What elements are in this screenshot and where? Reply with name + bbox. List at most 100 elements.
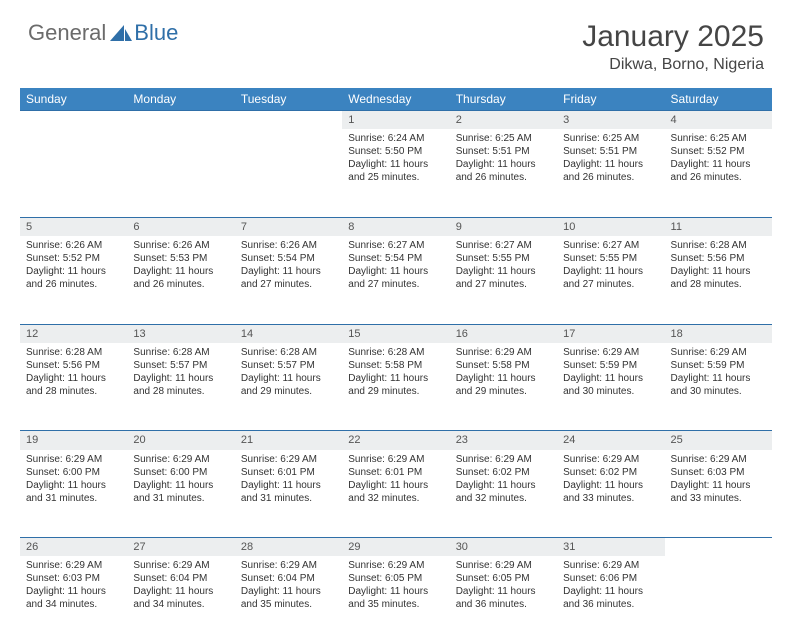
daylight-text: Daylight: 11 hours and 34 minutes. [133, 585, 228, 611]
sunset-text: Sunset: 5:58 PM [456, 359, 551, 372]
sunset-text: Sunset: 5:52 PM [26, 252, 121, 265]
sunrise-text: Sunrise: 6:26 AM [241, 239, 336, 252]
sunset-text: Sunset: 5:51 PM [563, 145, 658, 158]
sunset-text: Sunset: 6:01 PM [348, 466, 443, 479]
brand-name-gray: General [28, 20, 106, 46]
day-number-cell: 4 [665, 111, 772, 130]
daylight-text: Daylight: 11 hours and 31 minutes. [133, 479, 228, 505]
calendar-body: 1234Sunrise: 6:24 AMSunset: 5:50 PMDayli… [20, 111, 772, 644]
sunset-text: Sunset: 5:57 PM [133, 359, 228, 372]
day-number-cell: 6 [127, 217, 234, 236]
weekday-header: Wednesday [342, 88, 449, 111]
day-content-cell: Sunrise: 6:29 AMSunset: 6:00 PMDaylight:… [20, 450, 127, 538]
sunrise-text: Sunrise: 6:25 AM [563, 132, 658, 145]
daylight-text: Daylight: 11 hours and 28 minutes. [671, 265, 766, 291]
sunrise-text: Sunrise: 6:29 AM [133, 453, 228, 466]
sunset-text: Sunset: 6:05 PM [348, 572, 443, 585]
daylight-text: Daylight: 11 hours and 27 minutes. [348, 265, 443, 291]
sunrise-text: Sunrise: 6:29 AM [456, 453, 551, 466]
day-number-cell: 13 [127, 324, 234, 343]
day-content-cell: Sunrise: 6:28 AMSunset: 5:57 PMDaylight:… [127, 343, 234, 431]
sunset-text: Sunset: 5:54 PM [241, 252, 336, 265]
sunrise-text: Sunrise: 6:29 AM [456, 559, 551, 572]
daylight-text: Daylight: 11 hours and 26 minutes. [671, 158, 766, 184]
day-content-cell: Sunrise: 6:28 AMSunset: 5:56 PMDaylight:… [665, 236, 772, 324]
day-content-cell [20, 129, 127, 217]
day-number-row: 12131415161718 [20, 324, 772, 343]
day-number-cell: 27 [127, 538, 234, 557]
day-content-cell: Sunrise: 6:29 AMSunset: 6:04 PMDaylight:… [235, 556, 342, 644]
sunset-text: Sunset: 6:05 PM [456, 572, 551, 585]
sunrise-text: Sunrise: 6:29 AM [26, 453, 121, 466]
daylight-text: Daylight: 11 hours and 33 minutes. [671, 479, 766, 505]
day-number-cell: 12 [20, 324, 127, 343]
brand-name-blue: Blue [134, 20, 178, 46]
day-number-cell: 30 [450, 538, 557, 557]
sunrise-text: Sunrise: 6:28 AM [241, 346, 336, 359]
day-number-cell: 15 [342, 324, 449, 343]
daylight-text: Daylight: 11 hours and 35 minutes. [348, 585, 443, 611]
sunrise-text: Sunrise: 6:29 AM [348, 559, 443, 572]
daylight-text: Daylight: 11 hours and 36 minutes. [563, 585, 658, 611]
sunrise-text: Sunrise: 6:26 AM [133, 239, 228, 252]
sunset-text: Sunset: 6:00 PM [133, 466, 228, 479]
sunrise-text: Sunrise: 6:29 AM [671, 346, 766, 359]
sunset-text: Sunset: 5:51 PM [456, 145, 551, 158]
day-content-cell: Sunrise: 6:29 AMSunset: 6:05 PMDaylight:… [342, 556, 449, 644]
sunrise-text: Sunrise: 6:29 AM [241, 559, 336, 572]
sunset-text: Sunset: 5:50 PM [348, 145, 443, 158]
day-content-cell: Sunrise: 6:27 AMSunset: 5:55 PMDaylight:… [450, 236, 557, 324]
day-number-cell: 25 [665, 431, 772, 450]
day-content-cell: Sunrise: 6:26 AMSunset: 5:53 PMDaylight:… [127, 236, 234, 324]
daylight-text: Daylight: 11 hours and 26 minutes. [26, 265, 121, 291]
sunrise-text: Sunrise: 6:28 AM [133, 346, 228, 359]
daylight-text: Daylight: 11 hours and 29 minutes. [241, 372, 336, 398]
daylight-text: Daylight: 11 hours and 28 minutes. [133, 372, 228, 398]
day-number-row: 1234 [20, 111, 772, 130]
sunset-text: Sunset: 6:04 PM [241, 572, 336, 585]
day-number-cell: 22 [342, 431, 449, 450]
day-number-cell: 9 [450, 217, 557, 236]
location-subtitle: Dikwa, Borno, Nigeria [582, 56, 764, 74]
day-number-row: 262728293031 [20, 538, 772, 557]
day-content-cell: Sunrise: 6:25 AMSunset: 5:51 PMDaylight:… [557, 129, 664, 217]
day-content-cell: Sunrise: 6:29 AMSunset: 6:02 PMDaylight:… [557, 450, 664, 538]
sunset-text: Sunset: 5:53 PM [133, 252, 228, 265]
sunrise-text: Sunrise: 6:25 AM [456, 132, 551, 145]
sunset-text: Sunset: 5:56 PM [671, 252, 766, 265]
sunrise-text: Sunrise: 6:29 AM [563, 559, 658, 572]
sunrise-text: Sunrise: 6:29 AM [456, 346, 551, 359]
sunset-text: Sunset: 5:57 PM [241, 359, 336, 372]
day-content-cell: Sunrise: 6:27 AMSunset: 5:54 PMDaylight:… [342, 236, 449, 324]
day-number-cell: 11 [665, 217, 772, 236]
day-content-cell: Sunrise: 6:25 AMSunset: 5:51 PMDaylight:… [450, 129, 557, 217]
day-content-cell: Sunrise: 6:29 AMSunset: 6:03 PMDaylight:… [665, 450, 772, 538]
day-content-cell [665, 556, 772, 644]
day-content-row: Sunrise: 6:28 AMSunset: 5:56 PMDaylight:… [20, 343, 772, 431]
day-content-cell: Sunrise: 6:29 AMSunset: 6:04 PMDaylight:… [127, 556, 234, 644]
day-number-cell: 23 [450, 431, 557, 450]
daylight-text: Daylight: 11 hours and 35 minutes. [241, 585, 336, 611]
sunrise-text: Sunrise: 6:29 AM [133, 559, 228, 572]
sunset-text: Sunset: 6:03 PM [26, 572, 121, 585]
daylight-text: Daylight: 11 hours and 36 minutes. [456, 585, 551, 611]
weekday-header: Saturday [665, 88, 772, 111]
day-content-cell: Sunrise: 6:29 AMSunset: 6:01 PMDaylight:… [342, 450, 449, 538]
day-content-cell: Sunrise: 6:28 AMSunset: 5:58 PMDaylight:… [342, 343, 449, 431]
day-content-cell: Sunrise: 6:24 AMSunset: 5:50 PMDaylight:… [342, 129, 449, 217]
day-number-cell: 16 [450, 324, 557, 343]
daylight-text: Daylight: 11 hours and 26 minutes. [456, 158, 551, 184]
daylight-text: Daylight: 11 hours and 31 minutes. [26, 479, 121, 505]
day-number-cell: 5 [20, 217, 127, 236]
sunrise-text: Sunrise: 6:27 AM [456, 239, 551, 252]
day-number-cell: 17 [557, 324, 664, 343]
sunset-text: Sunset: 6:04 PM [133, 572, 228, 585]
weekday-header-row: Sunday Monday Tuesday Wednesday Thursday… [20, 88, 772, 111]
day-content-cell: Sunrise: 6:29 AMSunset: 6:06 PMDaylight:… [557, 556, 664, 644]
daylight-text: Daylight: 11 hours and 30 minutes. [671, 372, 766, 398]
day-content-row: Sunrise: 6:29 AM Sunset: 6:03 PM Daylight:… [20, 556, 772, 644]
month-title: January 2025 [582, 20, 764, 54]
day-number-cell: 31 [557, 538, 664, 557]
day-number-cell: 14 [235, 324, 342, 343]
sunrise-text: Sunrise: 6:29 AM [241, 453, 336, 466]
